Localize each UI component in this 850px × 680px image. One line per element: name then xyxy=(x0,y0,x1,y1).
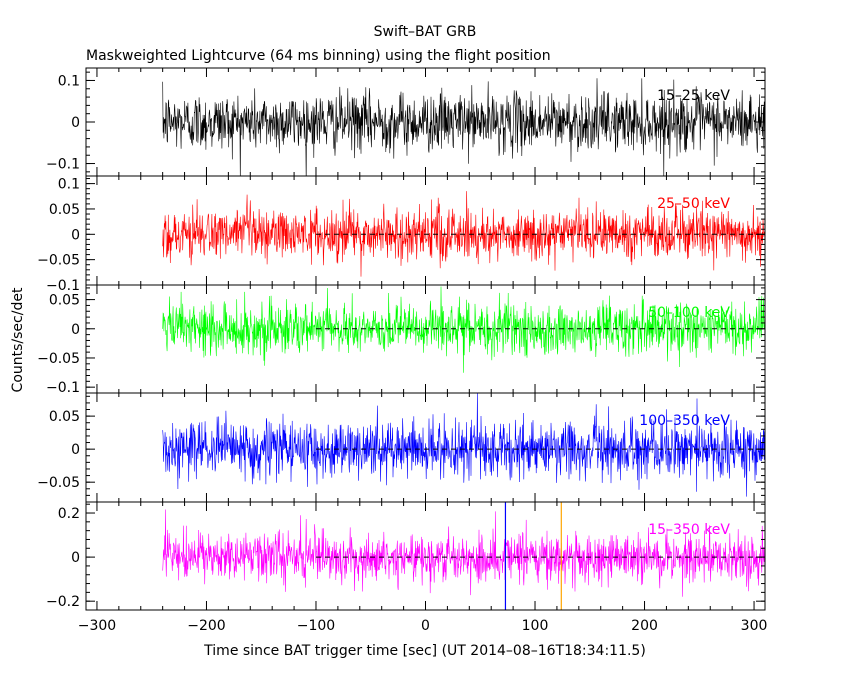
series-trace xyxy=(162,509,765,597)
panel-label: 15–25 keV xyxy=(657,88,730,104)
y-tick-label: −0.1 xyxy=(46,278,80,294)
y-tick-label: 0 xyxy=(71,322,80,338)
panel-5: −0.2 0 0.2 15–350 keV −300 −200 −100 0 100 200 300 xyxy=(46,501,768,634)
x-tick-label: 100 xyxy=(522,618,549,634)
x-axis-label: Time since BAT trigger time [sec] (UT 20… xyxy=(203,643,646,659)
y-tick-label: −0.05 xyxy=(37,351,80,367)
panel-label: 25–50 keV xyxy=(657,196,730,212)
x-tick-label: −200 xyxy=(187,618,225,634)
y-tick-label: 0 xyxy=(71,442,80,458)
y-tick-label: 0 xyxy=(71,550,80,566)
chart-title: Swift–BAT GRB xyxy=(374,24,477,40)
panel-label: 50–100 keV xyxy=(648,305,730,321)
panel-1: −0.1 0 0.1 15–25 keV xyxy=(46,67,766,177)
y-tick-label: −0.2 xyxy=(46,594,80,610)
y-tick-label: −0.05 xyxy=(37,253,80,269)
panel-label: 100–350 keV xyxy=(639,413,730,429)
y-tick-label: 0.05 xyxy=(49,202,80,218)
chart-subtitle: Maskweighted Lightcurve (64 ms binning) … xyxy=(86,48,551,64)
series-trace xyxy=(162,393,765,497)
y-tick-label: −0.1 xyxy=(46,157,80,173)
y-tick-label: −0.1 xyxy=(46,380,80,396)
panel-3: −0.1 −0.05 0 0.05 50–100 keV xyxy=(37,284,766,396)
series-trace xyxy=(162,191,765,277)
panel-2: −0.1 −0.05 0 0.05 0.1 25–50 keV xyxy=(37,175,766,294)
y-tick-label: 0.1 xyxy=(58,177,80,193)
y-tick-label: 0.05 xyxy=(49,293,80,309)
x-tick-label: 0 xyxy=(421,618,430,634)
panel-label: 15–350 keV xyxy=(648,522,730,538)
x-tick-label: 200 xyxy=(631,618,658,634)
x-tick-label: 300 xyxy=(741,618,768,634)
panels-group: −0.1 0 0.1 15–25 keV −0.1 −0.05 0 0.05 0.1 25–50 … xyxy=(37,67,768,634)
y-tick-label: 0.1 xyxy=(58,73,80,89)
y-tick-label: 0.05 xyxy=(49,409,80,425)
y-tick-label: −0.05 xyxy=(37,475,80,491)
series-trace xyxy=(162,286,765,373)
x-tick-label: −300 xyxy=(78,618,116,634)
y-tick-label: 0 xyxy=(71,115,80,131)
series-trace xyxy=(162,78,765,176)
x-tick-label: −100 xyxy=(297,618,335,634)
y-axis-label: Counts/sec/det xyxy=(10,287,26,392)
y-tick-label: 0 xyxy=(71,227,80,243)
panel-4: −0.05 0 0.05 100–350 keV xyxy=(37,392,766,503)
y-tick-label: 0.2 xyxy=(58,506,80,522)
